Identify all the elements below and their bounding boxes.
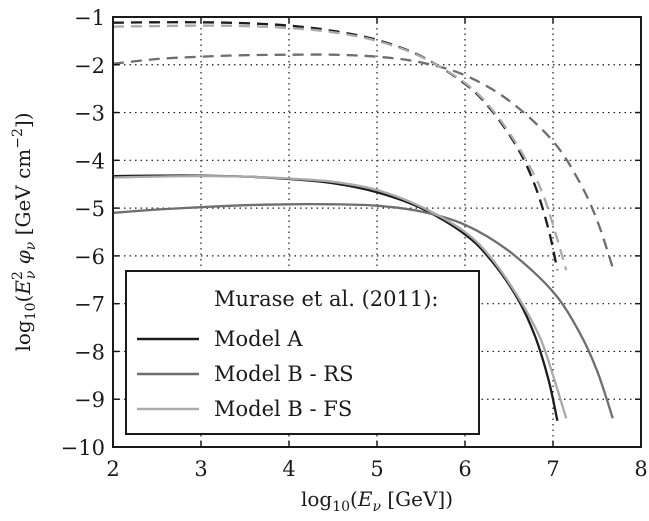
y-tick-label: −7 bbox=[74, 293, 105, 317]
dashed-series-line bbox=[112, 53, 614, 269]
axis-ticks: 2 3 4 5 6 7 8 −1 −2 −3 −4 −5 −6 −7 −8 −9 −10 bbox=[61, 6, 648, 481]
y-tick-label: −5 bbox=[74, 197, 105, 221]
x-tick-label: 5 bbox=[370, 457, 383, 481]
legend: Murase et al. (2011): Model A Model B - R… bbox=[125, 270, 480, 435]
x-tick-label: 8 bbox=[634, 457, 647, 481]
dashed-series-line bbox=[112, 21, 559, 271]
y-tick-label: −6 bbox=[74, 245, 105, 269]
x-tick-label: 3 bbox=[194, 457, 207, 481]
y-tick-label: −1 bbox=[74, 6, 105, 30]
legend-box bbox=[125, 270, 480, 435]
x-tick-label: 2 bbox=[106, 457, 119, 481]
series-line bbox=[112, 203, 614, 419]
legend-label: Model B - RS bbox=[214, 362, 353, 386]
y-tick-label: −2 bbox=[74, 54, 105, 78]
y-tick-label: −9 bbox=[74, 388, 105, 412]
y-axis-label: log10(E2ν φν [GeV cm−2]) bbox=[10, 112, 39, 351]
legend-label: Model B - FS bbox=[214, 397, 352, 421]
y-tick-label: −8 bbox=[74, 340, 105, 364]
series-lines bbox=[112, 21, 614, 421]
legend-label: Model A bbox=[214, 327, 303, 351]
x-tick-label: 7 bbox=[546, 457, 559, 481]
dashed-series-line bbox=[112, 24, 568, 271]
legend-title: Murase et al. (2011): bbox=[214, 287, 439, 311]
y-tick-label: −4 bbox=[74, 149, 105, 173]
x-tick-label: 6 bbox=[458, 457, 471, 481]
y-tick-label: −3 bbox=[74, 102, 105, 126]
y-tick-label: −10 bbox=[61, 436, 105, 460]
x-axis-label: log10(Eν [GeV]) bbox=[301, 487, 453, 515]
series-line bbox=[112, 174, 568, 419]
x-tick-label: 4 bbox=[282, 457, 295, 481]
